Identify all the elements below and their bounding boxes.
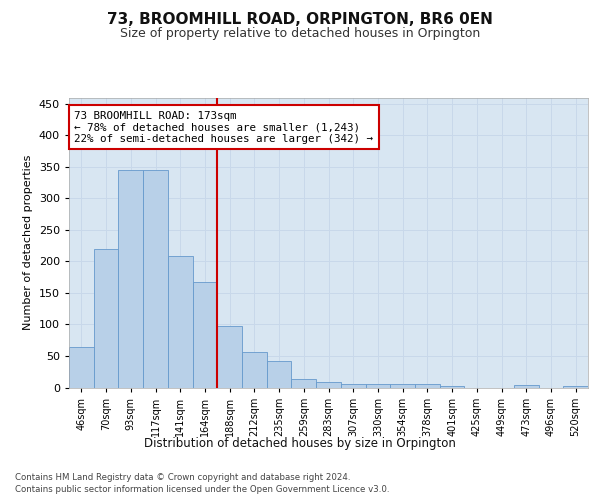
- Bar: [292, 380, 316, 388]
- Bar: [316, 382, 341, 388]
- Bar: [94, 249, 118, 388]
- Bar: [118, 170, 143, 388]
- Bar: [440, 386, 464, 388]
- Bar: [267, 361, 292, 388]
- Bar: [341, 384, 365, 388]
- Bar: [193, 282, 217, 388]
- Text: Distribution of detached houses by size in Orpington: Distribution of detached houses by size …: [144, 438, 456, 450]
- Bar: [217, 326, 242, 388]
- Text: 73 BROOMHILL ROAD: 173sqm
← 78% of detached houses are smaller (1,243)
22% of se: 73 BROOMHILL ROAD: 173sqm ← 78% of detac…: [74, 110, 373, 144]
- Bar: [143, 170, 168, 388]
- Bar: [563, 386, 588, 388]
- Text: Contains public sector information licensed under the Open Government Licence v3: Contains public sector information licen…: [15, 485, 389, 494]
- Y-axis label: Number of detached properties: Number of detached properties: [23, 155, 33, 330]
- Bar: [415, 384, 440, 388]
- Bar: [69, 346, 94, 388]
- Bar: [390, 384, 415, 388]
- Bar: [365, 384, 390, 388]
- Bar: [514, 385, 539, 388]
- Text: Contains HM Land Registry data © Crown copyright and database right 2024.: Contains HM Land Registry data © Crown c…: [15, 472, 350, 482]
- Text: Size of property relative to detached houses in Orpington: Size of property relative to detached ho…: [120, 28, 480, 40]
- Text: 73, BROOMHILL ROAD, ORPINGTON, BR6 0EN: 73, BROOMHILL ROAD, ORPINGTON, BR6 0EN: [107, 12, 493, 28]
- Bar: [242, 352, 267, 388]
- Bar: [168, 256, 193, 388]
